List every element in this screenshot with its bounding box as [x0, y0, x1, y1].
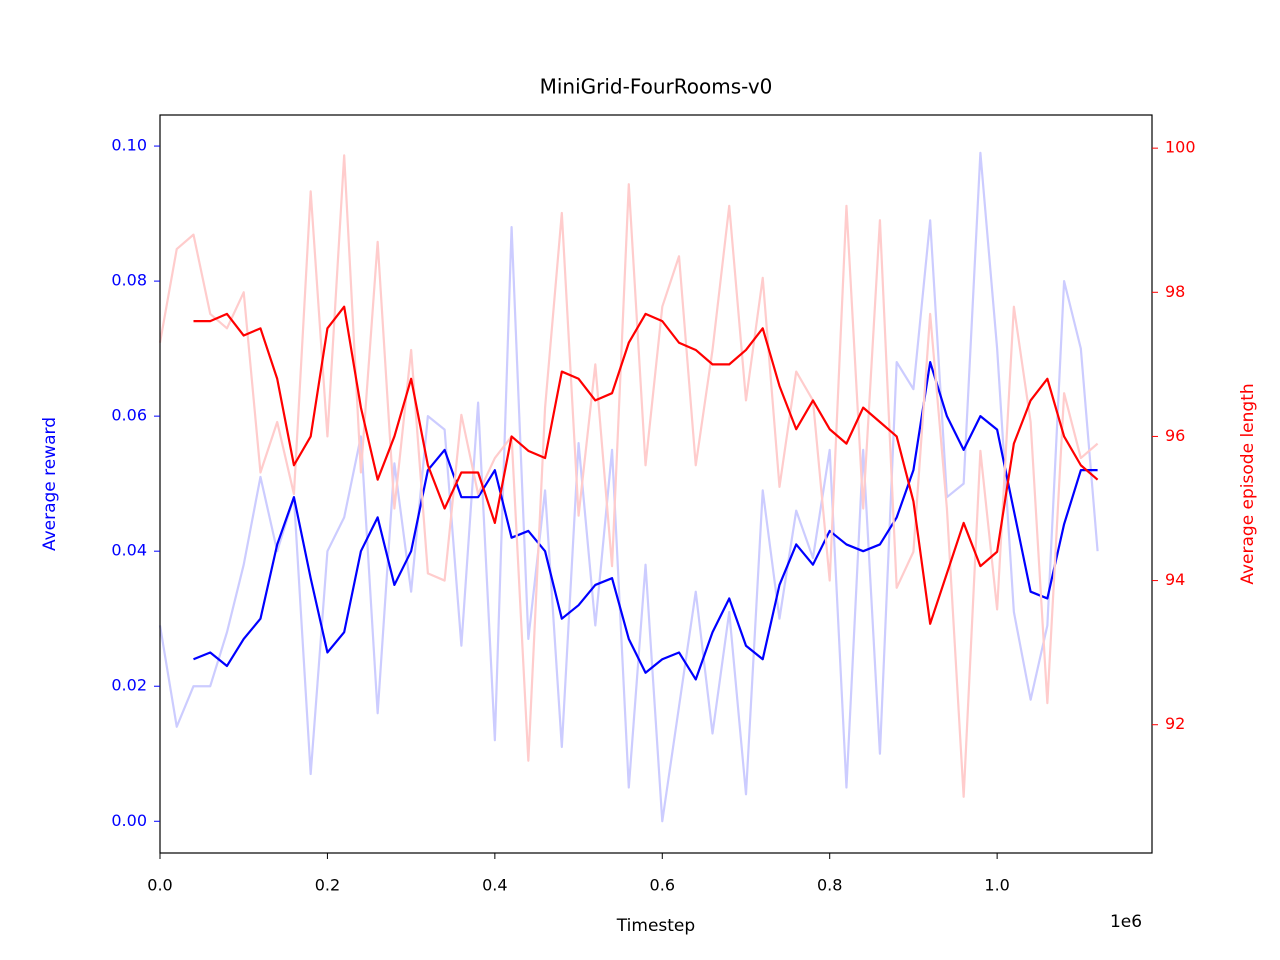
series-line [193, 361, 1098, 681]
x-tick-label: 1.0 [984, 876, 1009, 895]
x-tick-label: 0.2 [315, 876, 340, 895]
y-tick-label: 0.02 [111, 676, 147, 695]
y2-axis-label: Average episode length [1238, 383, 1258, 584]
x-tick-label: 0.8 [817, 876, 842, 895]
y-tick-label: 0.04 [111, 541, 147, 560]
series-line [158, 154, 1099, 798]
y2-tick-label: 100 [1165, 138, 1196, 157]
y-tick-label: 0.10 [111, 136, 147, 155]
y-tick-label: 0.08 [111, 271, 147, 290]
x-offset-label: 1e6 [1110, 912, 1142, 932]
series-line [193, 305, 1099, 625]
y2-tick-label: 92 [1165, 714, 1185, 733]
plot-frame [159, 114, 1153, 854]
series-line [158, 151, 1099, 823]
y-tick-label: 0.00 [111, 811, 147, 830]
x-tick-label: 0.0 [147, 876, 172, 895]
x-axis-label: Timestep [616, 916, 695, 936]
y-axis-label: Average reward [40, 417, 60, 551]
chart-title: MiniGrid-FourRooms-v0 [540, 75, 773, 99]
y2-tick-label: 94 [1165, 570, 1185, 589]
x-tick-label: 0.4 [482, 876, 507, 895]
y-tick-label: 0.06 [111, 406, 147, 425]
y2-tick-label: 98 [1165, 282, 1185, 301]
y2-tick-label: 96 [1165, 426, 1185, 445]
x-tick-label: 0.6 [650, 876, 675, 895]
